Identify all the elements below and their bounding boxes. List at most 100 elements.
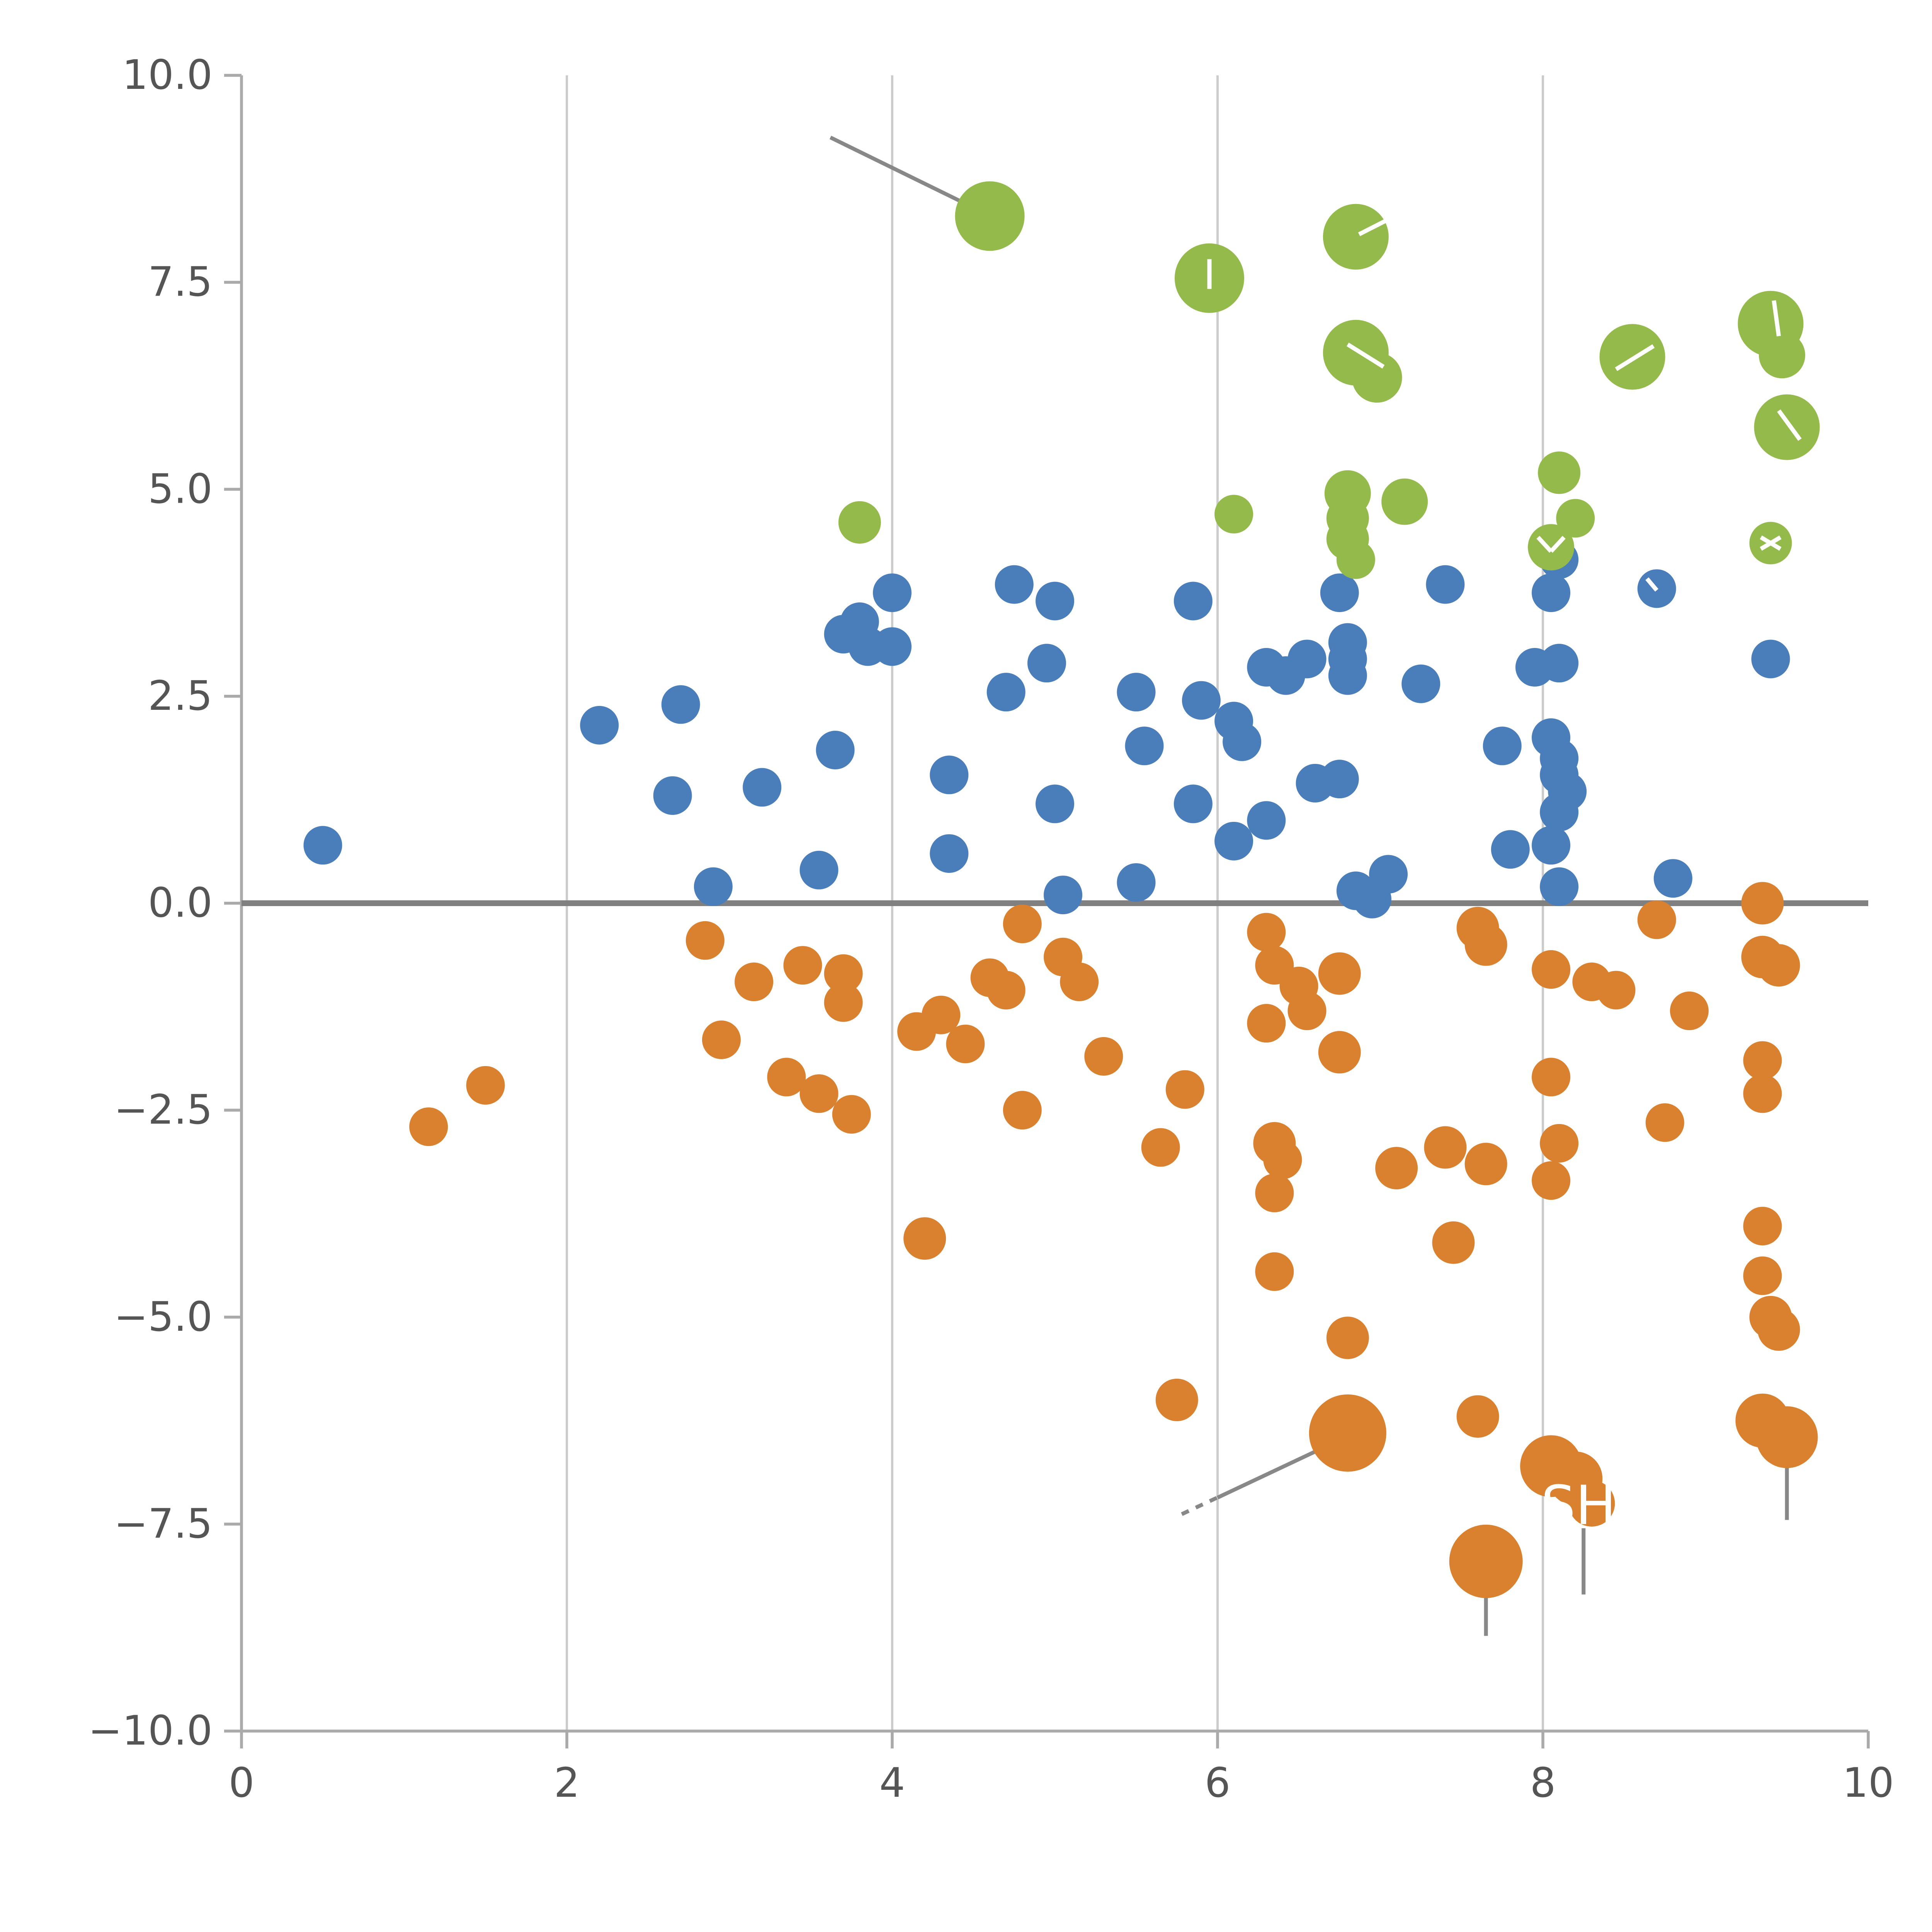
scatter-point-blue [1532, 826, 1571, 865]
scatter-point-green [1556, 499, 1595, 538]
scatter-point-blue [1117, 863, 1156, 902]
annotation-leader-line [1216, 1444, 1329, 1500]
annotation-marks: SH [1207, 216, 1802, 1537]
annotation-white-mark [1760, 535, 1782, 551]
scatter-point-blue [1182, 681, 1221, 720]
scatter-point-orange [986, 971, 1026, 1010]
scatter-point-orange [1464, 1143, 1507, 1185]
scatter-point-orange [1670, 992, 1709, 1031]
scatter-point-blue [816, 731, 855, 770]
scatter-point-blue [303, 826, 342, 865]
y-tick-label: −2.5 [114, 1086, 213, 1133]
scatter-point-green [1336, 540, 1375, 579]
scatter-point-orange [1743, 1207, 1782, 1246]
y-tick-label: 10.0 [122, 51, 213, 99]
scatter-point-orange [1003, 905, 1042, 944]
scatter-point-orange [799, 1074, 838, 1113]
scatter-point-green [1214, 495, 1253, 534]
scatter-point-blue [1036, 784, 1074, 823]
scatter-point-blue [1173, 784, 1213, 823]
scatter-point-blue [1540, 867, 1579, 906]
scatter-point-orange [767, 1058, 806, 1097]
scatter-point-blue [694, 867, 733, 906]
scatter-point-orange [1165, 1070, 1204, 1109]
scatter-point-orange [1141, 1128, 1180, 1167]
scatter-point-orange [1743, 1256, 1782, 1295]
scatter-point-blue [1751, 639, 1790, 679]
annotation-lines [829, 136, 1789, 1636]
scatter-point-orange [922, 995, 961, 1034]
scatter-point-blue [930, 834, 969, 873]
scatter-point-orange [1456, 1395, 1499, 1438]
scatter-point-orange [1247, 913, 1286, 952]
scatter-point-orange [1247, 1004, 1286, 1043]
scatter-point-green [1352, 352, 1402, 403]
scatter-point-blue [1044, 876, 1083, 915]
scatter-point-green [1323, 204, 1389, 270]
scatter-point-green [1759, 332, 1805, 379]
scatter-point-blue [1320, 760, 1359, 799]
scatter-point-orange [685, 921, 724, 960]
scatter-point-orange [1532, 1161, 1571, 1200]
y-tick-label: −5.0 [114, 1293, 213, 1340]
annotation-white-mark [1772, 300, 1781, 337]
scatter-point-orange [1318, 952, 1361, 995]
y-tick-label: −7.5 [114, 1500, 213, 1547]
scatter-point-green [838, 501, 881, 544]
scatter-point-blue [1653, 859, 1692, 898]
scatter-point-orange [1756, 1406, 1818, 1468]
scatter-point-green [955, 181, 1025, 251]
y-tick-label: 2.5 [148, 672, 213, 719]
annotation-leader-line [1181, 1494, 1222, 1516]
scatter-point-orange [1255, 1173, 1294, 1213]
scatter-point-orange [1432, 1221, 1475, 1264]
x-tick-label: 6 [1205, 1759, 1231, 1806]
scatter-point-orange [1084, 1037, 1123, 1076]
scatter-point-blue [1532, 573, 1571, 612]
scatter-point-orange [1003, 1091, 1042, 1130]
scatter-point-orange [1741, 882, 1784, 925]
scatter-point-blue [1540, 793, 1579, 832]
scatter-point-blue [1369, 855, 1408, 894]
scatter-point-blue [1125, 726, 1164, 765]
scatter-point-orange [735, 963, 774, 1002]
scatter-point-orange [1597, 971, 1636, 1010]
scatter-point-orange [1645, 1103, 1684, 1142]
scatter-point-orange [1424, 1126, 1467, 1169]
x-tick-label: 10 [1842, 1759, 1894, 1806]
x-tick-label: 4 [879, 1759, 905, 1806]
scatter-point-orange [1743, 1041, 1782, 1080]
scatter-point-blue [799, 850, 838, 889]
annotation-leader-line [829, 136, 963, 204]
group-green [838, 181, 1820, 579]
scatter-point-orange [1060, 963, 1099, 1002]
scatter-point-orange [903, 1217, 946, 1260]
y-tick-label: −10.0 [88, 1707, 213, 1754]
scatter-point-blue [743, 768, 782, 807]
tick-labels: 0 2 4 6 8 10 10.0 7.5 5.0 2.5 0.0 −2.5 −5.0 −7.5 −10.0 [88, 51, 1894, 1806]
scatter-point-blue [873, 573, 912, 612]
scatter-point-blue [986, 673, 1026, 712]
scatter-point-blue [661, 685, 700, 724]
scatter-point-blue [930, 755, 969, 794]
scatter-point-blue [653, 776, 692, 815]
scatter-point-orange [946, 1024, 985, 1063]
scatter-point-orange [1155, 1379, 1198, 1421]
scatter-point-blue [1214, 821, 1253, 861]
scatter-point-green [1528, 524, 1575, 571]
scatter-point-blue [1173, 582, 1213, 621]
scatter-point-orange [1326, 1316, 1369, 1359]
scatter-point-blue [1036, 582, 1074, 621]
scatter-point-orange [1318, 1031, 1361, 1074]
x-tick-label: 8 [1530, 1759, 1556, 1806]
scatter-point-orange [1637, 900, 1676, 939]
scatter-point-orange [1743, 1074, 1782, 1113]
scatter-point-orange [466, 1066, 505, 1105]
scatter-point-blue [995, 565, 1034, 604]
scatter-point-orange [1757, 944, 1800, 987]
scatter-point-blue [1117, 673, 1156, 712]
scatter-point-blue [873, 627, 912, 666]
scatter-point-green [1538, 451, 1581, 494]
